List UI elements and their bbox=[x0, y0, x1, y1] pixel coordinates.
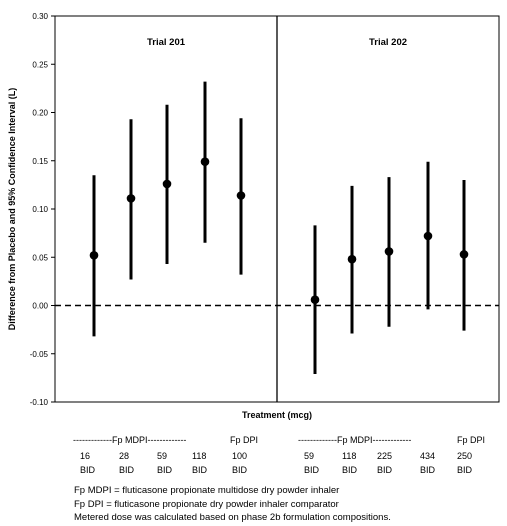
dose-frequency: BID bbox=[192, 465, 208, 475]
dose-value: 225 bbox=[377, 451, 393, 461]
dose-label: 59 BID bbox=[157, 449, 172, 477]
point-estimate-marker bbox=[89, 251, 99, 260]
group-label-fp-dpi-201: Fp DPI bbox=[230, 435, 259, 445]
dose-label: 250 BID bbox=[457, 449, 472, 477]
dose-frequency: BID bbox=[157, 465, 173, 475]
dose-label: 16 BID bbox=[80, 449, 95, 477]
dose-value: 100 bbox=[232, 451, 248, 461]
y-tick-label: -0.10 bbox=[30, 398, 49, 407]
panel-title-trial-202: Trial 202 bbox=[369, 37, 407, 48]
chart-marks bbox=[89, 81, 469, 375]
forest-plot-chart: 0.30 0.25 0.20 0.15 0.10 0.05 0.00 -0.05 -0.10 T… bbox=[7, 12, 500, 420]
panel-title-trial-201: Trial 201 bbox=[147, 37, 186, 48]
y-tick-label: 0.30 bbox=[32, 12, 48, 21]
dose-label: 28 BID bbox=[119, 449, 134, 477]
dose-label: 118 BID bbox=[342, 449, 357, 477]
dose-frequency: BID bbox=[377, 465, 393, 475]
point-estimate-marker bbox=[459, 250, 469, 259]
point-estimate-marker bbox=[310, 295, 320, 305]
dose-frequency: BID bbox=[119, 465, 135, 475]
point-estimate-marker bbox=[347, 254, 357, 264]
dose-label: 434 BID bbox=[420, 449, 435, 477]
y-axis-title: Difference from Placebo and 95% Confiden… bbox=[7, 88, 17, 331]
dose-value: 28 bbox=[119, 451, 130, 461]
dose-frequency: BID bbox=[80, 465, 96, 475]
dose-value: 59 bbox=[157, 451, 168, 461]
dose-value: 118 bbox=[342, 451, 357, 461]
footnote-fp-mdpi: Fp MDPI = fluticasone propionate multido… bbox=[74, 485, 340, 496]
point-estimate-marker bbox=[423, 231, 433, 241]
point-estimate-marker bbox=[200, 157, 210, 167]
dose-frequency: BID bbox=[457, 465, 473, 475]
dose-frequency: BID bbox=[304, 465, 320, 475]
dose-label: 118 BID bbox=[192, 449, 207, 477]
x-axis-title: Treatment (mcg) bbox=[242, 410, 312, 420]
y-tick-label: 0.20 bbox=[32, 109, 48, 118]
dose-value: 250 bbox=[457, 451, 473, 461]
y-tick-label: 0.00 bbox=[32, 302, 48, 311]
group-label-fp-mdpi-201: -------------Fp MDPI------------- bbox=[73, 435, 187, 445]
dose-label: 225 BID bbox=[377, 449, 392, 477]
y-tick-label: -0.05 bbox=[30, 350, 49, 359]
dose-value: 16 bbox=[80, 451, 91, 461]
y-tick-label: 0.25 bbox=[32, 60, 48, 69]
group-label-fp-dpi-202: Fp DPI bbox=[457, 435, 486, 445]
dose-frequency: BID bbox=[342, 465, 358, 475]
point-estimate-marker bbox=[126, 194, 136, 203]
footnote-metered-dose: Metered dose was calculated based on pha… bbox=[74, 512, 391, 523]
y-axis-ticks: 0.30 0.25 0.20 0.15 0.10 0.05 0.00 -0.05 -0.10 bbox=[30, 12, 55, 407]
dose-frequency: BID bbox=[232, 465, 248, 475]
point-estimate-marker bbox=[162, 179, 172, 189]
dose-value: 59 bbox=[304, 451, 315, 461]
y-tick-label: 0.05 bbox=[32, 253, 48, 262]
footnote-fp-dpi: Fp DPI = fluticasone propionate dry powd… bbox=[74, 499, 339, 510]
y-tick-label: 0.10 bbox=[32, 205, 48, 214]
dose-value: 118 bbox=[192, 451, 207, 461]
y-tick-label: 0.15 bbox=[32, 157, 48, 166]
dose-value: 434 bbox=[420, 451, 436, 461]
dose-label: 59 BID bbox=[304, 449, 319, 477]
group-label-fp-mdpi-202: -------------Fp MDPI------------- bbox=[298, 435, 412, 445]
point-estimate-marker bbox=[384, 247, 394, 256]
dose-frequency: BID bbox=[420, 465, 436, 475]
dose-label: 100 BID bbox=[232, 449, 247, 477]
point-estimate-marker bbox=[236, 191, 246, 200]
